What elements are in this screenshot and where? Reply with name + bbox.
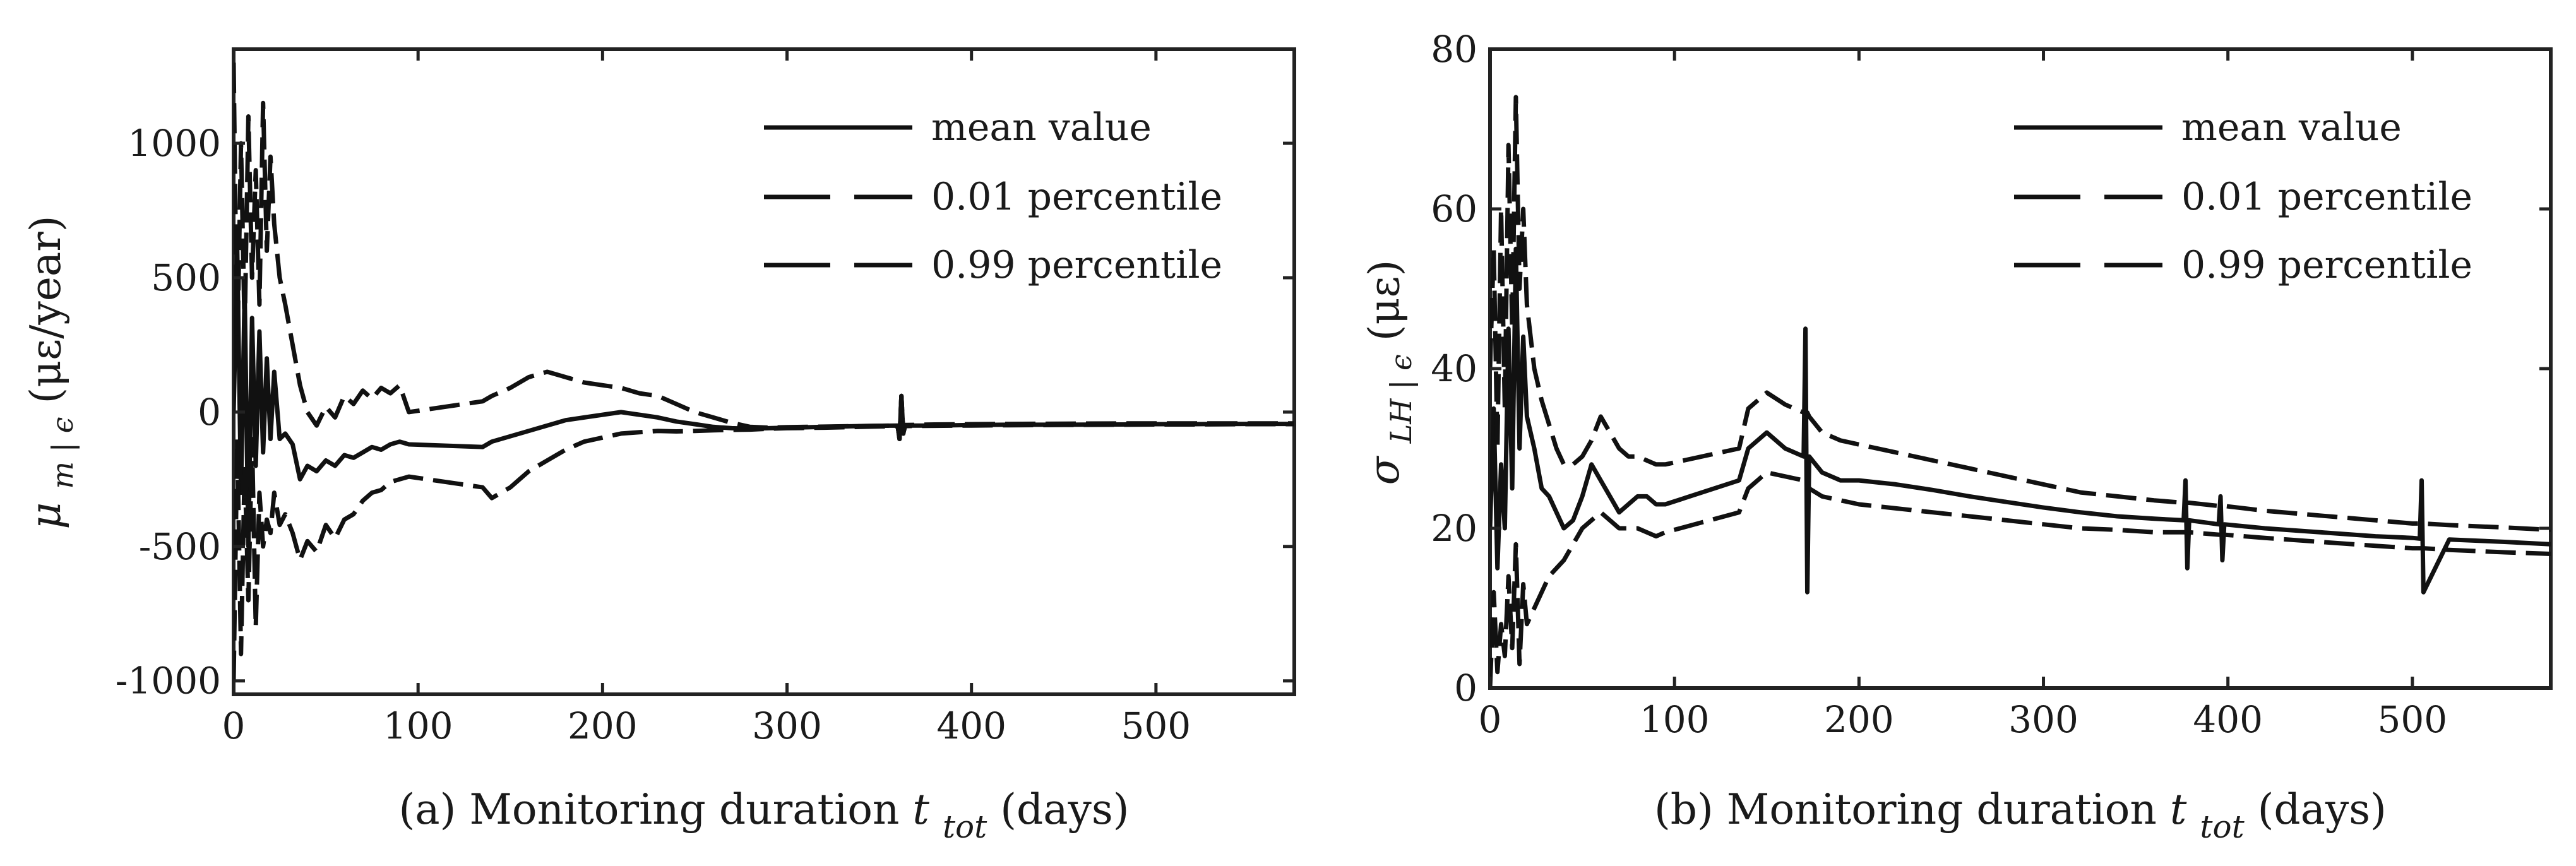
panel-b-series-p99-line [1490, 95, 2551, 532]
panel-a-legend-p01: 0.01 percentile [931, 175, 1222, 219]
panel-b-caption: (b) Monitoring duration t tot (days) [1654, 785, 2387, 848]
panel-b-ylabel-symbol: σ [1360, 455, 1409, 485]
panel-b-series-mean-line [1490, 246, 2551, 595]
panel-b-legend-p99: 0.99 percentile [2181, 243, 2472, 287]
panel-b-ylabel-sub: LH | ϵ [1384, 354, 1418, 444]
panel-a-ticks: 0 100 200 300 400 500 -1000 -500 0 500 1000 [116, 49, 1294, 747]
panel-b-series-group [1490, 95, 2551, 688]
panel-a-series-mean-line [234, 248, 1294, 549]
panel-a-caption-units: (days) [1000, 785, 1129, 834]
panel-b-caption-text: (b) Monitoring duration [1654, 785, 2157, 834]
panel-a-ylabel: μ m | ϵ (με/year) [21, 215, 83, 529]
panel-b-ylabel-units: (με) [1360, 260, 1409, 341]
panel-a-caption-sub: tot [943, 809, 987, 845]
panel-b-ytick-label: 40 [1431, 347, 1477, 390]
panel-b-legend: mean value 0.01 percentile 0.99 percenti… [2014, 105, 2472, 287]
panel-b-xtick-label: 300 [2008, 698, 2078, 741]
panel-a-series-group [234, 62, 1294, 681]
panel-a-caption: (a) Monitoring duration t tot (days) [399, 785, 1130, 848]
panel-a-legend: mean value 0.01 percentile 0.99 percenti… [764, 105, 1222, 287]
panel-b-xtick-label: 200 [1824, 698, 1894, 741]
panel-b-legend-p01: 0.01 percentile [2181, 175, 2472, 219]
panel-b-series-p01-line [1490, 470, 2551, 688]
panel-b-xtick-label: 100 [1640, 698, 1710, 741]
panel-b-ylabel: σ LH | ϵ (με) [1360, 260, 1421, 485]
panel-a-legend-mean: mean value [931, 105, 1152, 150]
panel-a-ytick-label: 0 [198, 391, 221, 434]
panel-a-legend-p99: 0.99 percentile [931, 243, 1222, 287]
panel-b-ytick-label: 20 [1431, 507, 1477, 550]
panel-b-caption-units: (days) [2258, 785, 2387, 834]
panel-a-xtick-label: 400 [936, 704, 1006, 747]
panel-a-xtick-label: 100 [383, 704, 453, 747]
panel-b: 0 100 200 300 400 500 0 20 40 60 80 mean value 0.0… [1360, 28, 2553, 848]
panel-b-xtick-label: 500 [2378, 698, 2448, 741]
panel-a-xtick-label: 0 [222, 704, 246, 747]
panel-b-ytick-label: 0 [1454, 667, 1477, 709]
panel-b-caption-sub: tot [2200, 809, 2245, 845]
panel-a-ytick-label: 500 [151, 256, 221, 299]
panel-a-xtick-label: 300 [752, 704, 822, 747]
panel-b-xtick-label: 0 [1479, 698, 1502, 741]
panel-a-ytick-label: 1000 [128, 122, 221, 165]
panel-a-series-p99-line [234, 62, 1294, 441]
panel-a-xtick-label: 200 [568, 704, 638, 747]
panel-a-caption-var: t [912, 785, 929, 834]
panel-a-xtick-label: 500 [1121, 704, 1191, 747]
panel-a-ylabel-symbol: μ [21, 502, 70, 530]
panel-a-series-p01-line [234, 393, 1294, 681]
panel-b-ytick-label: 80 [1431, 28, 1477, 71]
panel-a-ytick-label: -1000 [116, 660, 221, 703]
panel-b-xtick-label: 400 [2193, 698, 2263, 741]
panel-b-ticks: 0 100 200 300 400 500 0 20 40 60 80 [1431, 28, 2551, 741]
panel-b-legend-mean: mean value [2181, 105, 2402, 150]
panel-b-ytick-label: 60 [1431, 187, 1477, 230]
panel-a-caption-text: (a) Monitoring duration [399, 785, 900, 834]
panel-a: 0 100 200 300 400 500 -1000 -500 0 500 1000 mean v… [21, 47, 1296, 848]
panel-a-ytick-label: -500 [139, 525, 221, 568]
panel-a-ylabel-units: (με/year) [21, 215, 70, 403]
panel-a-ylabel-sub: m | ϵ [45, 417, 80, 489]
panel-b-caption-var: t [2170, 785, 2187, 834]
